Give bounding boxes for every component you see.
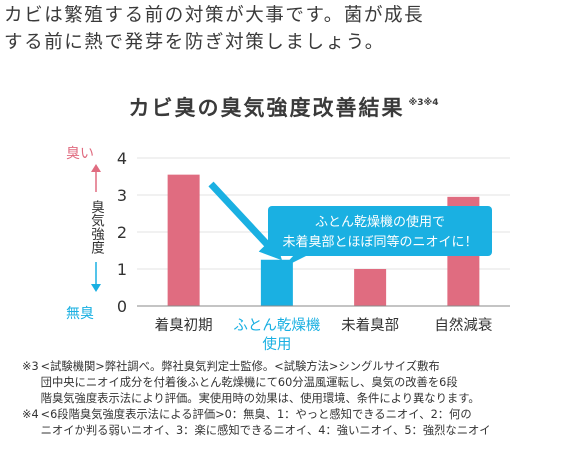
chart-title: カビ臭の臭気強度改善結果 ※3※4 [0, 92, 567, 122]
intro-line-2: する前に熱で発芽を防ぎ対策しましょう。 [4, 32, 385, 53]
chart-title-note: ※3※4 [408, 98, 439, 108]
bar-2 [260, 259, 293, 306]
footnote-4: ※4 <6段階臭気強度表示法による評価>0：無臭、1：やっと感知できるニオイ、2… [22, 407, 562, 439]
arrow-up-head-icon [91, 164, 101, 172]
x-category-label: 使用 [262, 336, 291, 353]
bar-3 [354, 269, 387, 306]
footnote-mark: ※3 [22, 360, 39, 373]
x-category-label: 自然減衰 [434, 317, 492, 334]
y-axis-label: 臭気強度 [88, 200, 105, 255]
x-category-label: ふとん乾燥機 [233, 317, 320, 334]
x-category-label: 未着臭部 [341, 317, 399, 334]
pointer-arrow-icon [208, 181, 282, 261]
intro-line-1: カビは繁殖する前の対策が大事です。菌が成長 [4, 5, 425, 26]
footnote-mark: ※4 [22, 408, 39, 422]
callout-text-line-2: 未着臭部とほぼ同等のニオイに！ [282, 234, 477, 250]
callout-tail [282, 255, 308, 268]
y-tick-label: 4 [117, 149, 127, 168]
footnote-3: ※3 <試験機関>弊社調べ。弊社臭気判定士監修。<試験方法>シングルサイズ敷布 … [22, 359, 562, 406]
y-tick-label: 0 [117, 297, 127, 316]
callout-bubble [268, 206, 492, 256]
chart-title-text: カビ臭の臭気強度改善結果 [128, 96, 405, 120]
footnote-line: 団中央にニオイ成分を付着後ふとん乾燥機にて60分温風運転し、臭気の改善を6段 [40, 375, 458, 389]
footnote-line: <6段階臭気強度表示法による評価>0：無臭、1：やっと感知できるニオイ、2：何の [40, 408, 472, 422]
x-category-label: 着臭初期 [155, 317, 213, 334]
y-tick-label: 3 [117, 186, 127, 205]
callout-text-line-1: ふとん乾燥機の使用で [315, 214, 445, 230]
footnote-line: ニオイか判る弱いニオイ、3：楽に感知できるニオイ、4：強いニオイ、5：強烈なニオ… [40, 424, 491, 438]
y-tick-label: 2 [117, 223, 127, 242]
footnote-line: 階臭気強度表示法により評価。実使用時の効果は、使用環境、条件により異なります。 [40, 391, 480, 405]
y-tick-label: 1 [117, 260, 127, 279]
y-top-label: 臭い [66, 146, 94, 162]
intro-text: カビは繁殖する前の対策が大事です。菌が成長 する前に熱で発芽を防ぎ対策しましょう… [4, 2, 564, 56]
y-bottom-label: 無臭 [66, 306, 94, 322]
footnotes: ※3 <試験機関>弊社調べ。弊社臭気判定士監修。<試験方法>シングルサイズ敷布 … [22, 359, 562, 440]
bar-1 [167, 174, 200, 306]
footnote-line: <試験機関>弊社調べ。弊社臭気判定士監修。<試験方法>シングルサイズ敷布 [40, 360, 440, 373]
arrow-down-head-icon [91, 284, 101, 292]
